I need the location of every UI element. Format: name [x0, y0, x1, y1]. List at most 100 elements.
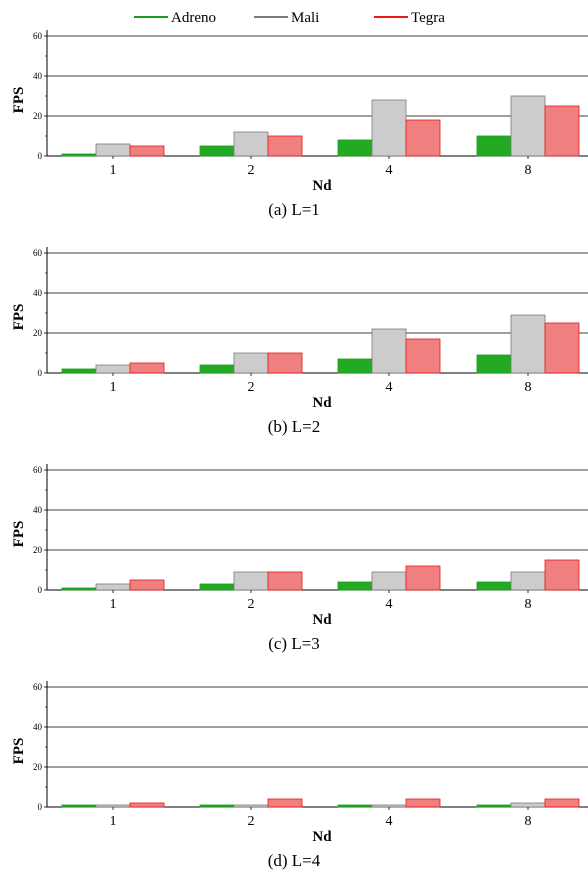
bar-adreno-8 [476, 804, 512, 808]
legend-item-tegra: Tegra [374, 10, 445, 26]
bar-tegra-1 [129, 579, 165, 591]
y-tick-label: 0 [38, 151, 43, 161]
x-tick-label: 4 [386, 597, 393, 612]
legend-item-mali: Mali [254, 10, 319, 26]
y-tick-label: 20 [33, 762, 43, 772]
bar-adreno-1 [61, 587, 97, 591]
x-axis-label: Nd [312, 612, 332, 628]
legend-item-adreno: Adreno [134, 10, 216, 26]
bar-adreno-2 [199, 583, 235, 591]
bar-adreno-2 [199, 145, 235, 157]
bar-mali-2 [233, 352, 269, 374]
x-tick-label: 2 [248, 163, 255, 178]
bar-tegra-4 [405, 119, 441, 157]
bar-tegra-8 [544, 105, 580, 157]
x-tick-label: 1 [110, 380, 117, 395]
x-axis-label: Nd [312, 395, 332, 411]
bar-mali-4 [371, 99, 407, 157]
panel-caption: (c) L=3 [268, 634, 320, 653]
y-tick-label: 60 [33, 31, 43, 41]
bar-mali-1 [95, 804, 131, 808]
y-tick-label: 60 [33, 465, 43, 475]
bar-mali-4 [371, 571, 407, 591]
chart-panel-3: 0 20 40 60 FPS 1 2 4 8 Nd (c) L=3 [11, 464, 588, 653]
bar-mali-2 [233, 804, 269, 808]
chart-panel-4: 0 20 40 60 FPS 1 2 4 8 Nd (d) L=4 [11, 681, 588, 870]
legend-label: Tegra [411, 10, 445, 26]
bar-mali-8 [510, 314, 546, 374]
panel-caption: (a) L=1 [268, 200, 320, 219]
y-tick-label: 0 [38, 802, 43, 812]
bar-adreno-1 [61, 804, 97, 808]
bar-tegra-4 [405, 798, 441, 808]
y-tick-label: 20 [33, 545, 43, 555]
chart-panel-2: 0 20 40 60 FPS 1 2 4 8 Nd (b) L=2 [11, 247, 588, 436]
y-tick-label: 0 [38, 585, 43, 595]
bar-tegra-8 [544, 322, 580, 374]
x-tick-label: 8 [525, 597, 532, 612]
bar-mali-2 [233, 131, 269, 157]
bar-tegra-8 [544, 559, 580, 591]
bar-tegra-1 [129, 145, 165, 157]
y-tick-label: 60 [33, 248, 43, 258]
bar-tegra-4 [405, 338, 441, 374]
y-tick-label: 20 [33, 111, 43, 121]
legend-label: Adreno [171, 10, 216, 26]
x-tick-label: 1 [110, 597, 117, 612]
bar-adreno-8 [476, 135, 512, 157]
x-tick-label: 2 [248, 814, 255, 829]
bar-tegra-1 [129, 362, 165, 374]
bar-tegra-8 [544, 798, 580, 808]
y-axis-label: FPS [11, 87, 27, 114]
y-tick-label: 40 [33, 505, 43, 515]
bar-mali-8 [510, 95, 546, 157]
x-tick-label: 4 [386, 163, 393, 178]
y-axis-label: FPS [11, 304, 27, 331]
y-tick-label: 20 [33, 328, 43, 338]
y-tick-label: 60 [33, 682, 43, 692]
bar-adreno-8 [476, 354, 512, 374]
legend: Adreno Mali Tegra [134, 10, 445, 26]
bar-adreno-2 [199, 804, 235, 808]
bar-adreno-4 [337, 804, 373, 808]
bar-tegra-2 [267, 798, 303, 808]
x-tick-label: 4 [386, 380, 393, 395]
x-axis-label: Nd [312, 178, 332, 194]
y-tick-label: 0 [38, 368, 43, 378]
bar-tegra-2 [267, 352, 303, 374]
bar-mali-8 [510, 802, 546, 808]
bar-mali-2 [233, 571, 269, 591]
bar-adreno-4 [337, 139, 373, 157]
x-tick-label: 8 [525, 380, 532, 395]
y-tick-label: 40 [33, 71, 43, 81]
bar-adreno-4 [337, 581, 373, 591]
y-axis-label: FPS [11, 521, 27, 548]
bar-mali-4 [371, 804, 407, 808]
x-tick-label: 4 [386, 814, 393, 829]
legend-label: Mali [291, 10, 319, 26]
y-tick-label: 40 [33, 288, 43, 298]
bar-mali-1 [95, 143, 131, 157]
x-tick-label: 2 [248, 380, 255, 395]
bar-adreno-1 [61, 153, 97, 157]
bar-mali-8 [510, 571, 546, 591]
bar-adreno-2 [199, 364, 235, 374]
x-axis-label: Nd [312, 829, 332, 845]
bar-mali-1 [95, 583, 131, 591]
bar-mali-1 [95, 364, 131, 374]
x-tick-label: 8 [525, 163, 532, 178]
bar-mali-4 [371, 328, 407, 374]
x-tick-label: 8 [525, 814, 532, 829]
panel-caption: (d) L=4 [268, 851, 321, 870]
y-axis-label: FPS [11, 738, 27, 765]
y-tick-label: 40 [33, 722, 43, 732]
bar-tegra-1 [129, 802, 165, 808]
panel-caption: (b) L=2 [268, 417, 321, 436]
bar-adreno-4 [337, 358, 373, 374]
x-tick-label: 2 [248, 597, 255, 612]
bar-adreno-1 [61, 368, 97, 374]
bar-adreno-8 [476, 581, 512, 591]
bar-tegra-2 [267, 571, 303, 591]
